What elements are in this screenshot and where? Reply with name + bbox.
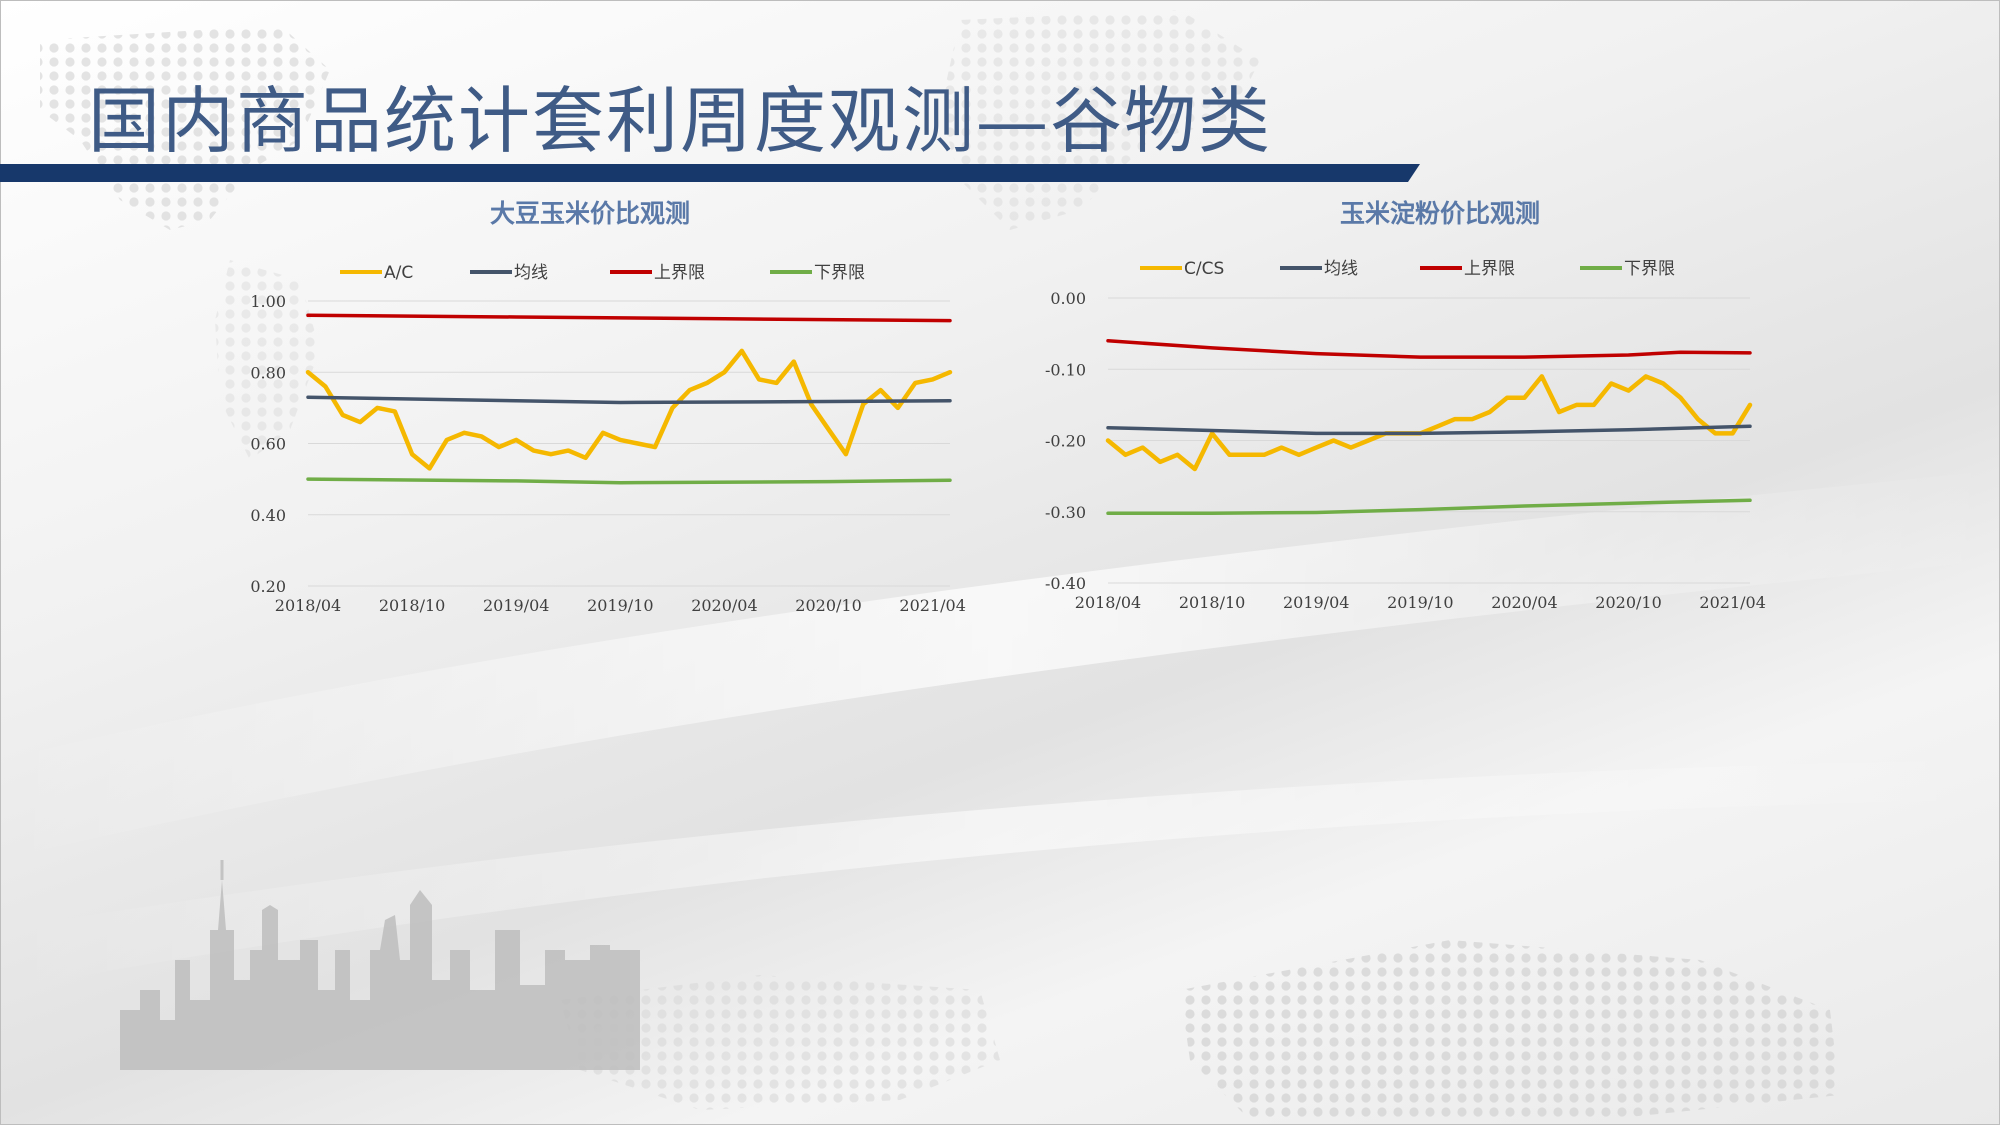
series-line <box>1106 498 1752 515</box>
chart-title: 大豆玉米价比观测 <box>489 199 690 228</box>
x-tick-label: 2018/10 <box>1179 593 1245 612</box>
x-tick-label: 2019/04 <box>483 596 549 615</box>
x-tick-label: 2019/10 <box>587 596 653 615</box>
series-line <box>1106 339 1752 359</box>
series-line <box>306 395 952 405</box>
x-tick-label: 2021/04 <box>1699 593 1765 612</box>
chart-soybean-corn: 大豆玉米价比观测 1.00 0.80 0.60 0.40 0.20 2018/04 2018… <box>220 186 1060 636</box>
x-tick-label: 2020/10 <box>1595 593 1661 612</box>
legend-label: C/CS <box>1184 259 1224 279</box>
chart-corn-starch: 玉米淀粉价比观测 0.00 -0.10 -0.20 -0.30 -0.40 2018/04… <box>1020 186 1860 636</box>
series-line <box>306 477 952 485</box>
bg-map-lower-right <box>1180 940 1840 1120</box>
y-tick-label: -0.30 <box>1045 503 1086 522</box>
series-line <box>305 348 953 471</box>
x-tick-label: 2018/04 <box>275 596 341 615</box>
y-tick-label: 0.80 <box>250 363 286 382</box>
x-tick-label: 2021/04 <box>899 596 965 615</box>
y-tick-label: 0.00 <box>1050 289 1086 308</box>
bg-swoosh-2 <box>0 760 2000 990</box>
x-tick-label: 2019/10 <box>1387 593 1453 612</box>
bg-swoosh <box>0 470 2000 860</box>
y-tick-label: 1.00 <box>250 292 286 311</box>
y-tick-label: -0.20 <box>1045 432 1086 451</box>
page-title: 国内商品统计套利周度观测—谷物类 <box>88 79 1273 163</box>
chart-title: 玉米淀粉价比观测 <box>1339 199 1540 228</box>
legend-label: 下界限 <box>814 263 865 283</box>
legend-label: 均线 <box>514 263 548 283</box>
bg-city-skyline <box>120 880 640 1070</box>
y-tick-label: 0.20 <box>250 577 286 596</box>
x-tick-label: 2018/04 <box>1075 593 1141 612</box>
legend-label: 上界限 <box>654 263 705 283</box>
y-tick-label: 0.60 <box>250 435 286 454</box>
bg-map-lower-left <box>560 975 1000 1110</box>
legend-label: 下界限 <box>1624 259 1675 279</box>
series-line <box>1106 424 1752 436</box>
x-tick-label: 2020/10 <box>795 596 861 615</box>
legend-label: 均线 <box>1324 259 1358 279</box>
x-tick-label: 2020/04 <box>1491 593 1557 612</box>
x-tick-label: 2018/10 <box>379 596 445 615</box>
legend-label: A/C <box>384 263 413 283</box>
bg-map-south <box>215 260 320 460</box>
y-tick-label: -0.10 <box>1045 360 1086 379</box>
series-line <box>1105 374 1753 472</box>
y-tick-label: -0.40 <box>1045 574 1086 593</box>
y-tick-label: 0.40 <box>250 506 286 525</box>
title-underline-bar <box>0 164 1420 182</box>
series-line <box>306 313 952 323</box>
legend-label: 上界限 <box>1464 259 1515 279</box>
x-tick-label: 2019/04 <box>1283 593 1349 612</box>
x-tick-label: 2020/04 <box>691 596 757 615</box>
